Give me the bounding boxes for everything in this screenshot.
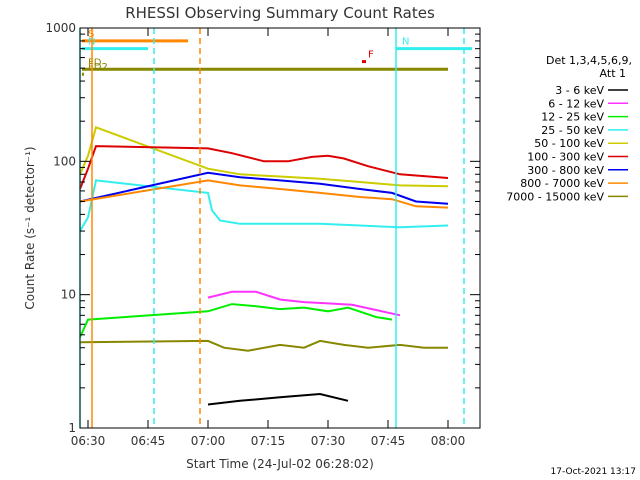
legend-label-6-12-kev: 6 - 12 keV [548,97,604,110]
chart-title: RHESSI Observing Summary Count Rates [125,4,435,22]
legend-label-100-300-kev: 100 - 300 keV [527,151,604,164]
mode-bar-label-s-0: S [88,29,94,40]
series-curves [79,125,449,406]
y-tick-label: 10 [61,288,76,302]
legend-label-300-800-kev: 300 - 800 keV [527,164,604,177]
x-axis-label: Start Time (24-Jul-02 06:28:02) [186,457,374,471]
series-line-100-300-kev [79,145,449,190]
legend-label-800-7000-kev: 800 - 7000 keV [520,177,604,190]
series-line-12-25-kev [79,303,393,338]
x-tick-label: 07:00 [191,434,226,448]
mode-bar-label-f-3: F [368,50,374,61]
legend-label-50-100-kev: 50 - 100 keV [534,137,604,150]
y-tick-label: 1 [68,421,76,435]
y-tick-label: 100 [53,154,76,168]
plot-frame [79,27,481,429]
legend-label-12-25-kev: 12 - 25 keV [541,111,604,124]
mode-bar-label-fd2-5: FD2 [88,62,108,73]
x-tick-label: 08:00 [431,434,466,448]
x-tick-label: 06:30 [71,434,106,448]
series-line-3-6-kev [207,392,349,406]
series-line-25-50-kev [79,179,449,232]
series-line-7000-15000-kev [79,339,448,352]
timestamp-footer: 17-Oct-2021 13:17 [551,467,636,477]
x-tick-label: 06:45 [131,434,166,448]
legend-label-25-50-kev: 25 - 50 keV [541,124,604,137]
x-tick-label: 07:45 [371,434,406,448]
legend-header-line-2: Att 1 [600,67,626,80]
x-tick-label: 07:15 [251,434,286,448]
legend-label-3-6-kev: 3 - 6 keV [555,84,604,97]
x-tick-label: 07:30 [311,434,346,448]
series-line-300-800-kev [79,171,449,205]
y-axis-ticks: 1 10 100 1000 [45,21,480,435]
legend-header-line-1: Det 1,3,4,5,6,9, [546,54,632,67]
mode-bar-label-n-2: N [402,37,409,48]
series-line-800-7000-kev [79,179,449,209]
y-tick-label: 1000 [45,21,76,35]
legend-label-7000-15000-kev: 7000 - 15000 keV [506,190,604,203]
mode-bars: SNNFFDFD2 [82,29,472,76]
series-line-50-100-kev [79,125,449,188]
x-axis-ticks: 06:30 06:45 07:00 07:15 07:30 07:45 08:00 [71,28,466,448]
y-axis-label: Count Rate (s⁻¹ detector⁻¹) [23,146,37,309]
mode-bar-label-fd-4: FD [88,57,102,68]
series-line-6-12-kev [207,290,401,317]
